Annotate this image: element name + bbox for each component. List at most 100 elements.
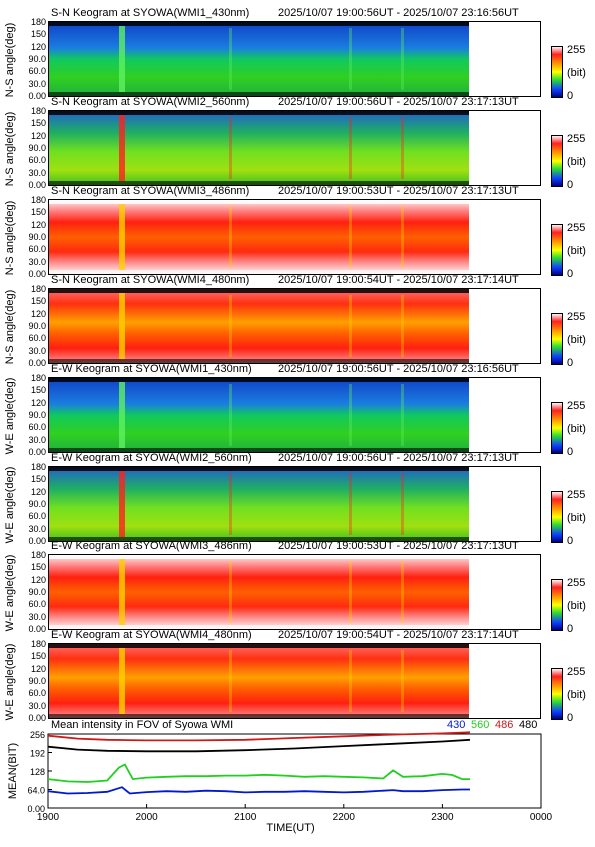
keogram-horizon-band: [49, 378, 469, 382]
keogram-y-tick-label: 90.0: [28, 321, 46, 331]
keogram-y-axis-label: N-S angle(deg): [2, 112, 18, 187]
colorbar: [551, 491, 563, 543]
legend-entry-480: 480: [519, 719, 537, 731]
keogram-time-range: 2025/10/07 19:00:56UT - 2025/10/07 23:17…: [278, 96, 519, 108]
keogram-streak: [401, 295, 404, 357]
series-line-480: [47, 738, 471, 753]
keogram-y-tick-label: 60.0: [28, 599, 46, 610]
keogram-horizon-band: [49, 625, 469, 629]
colorbar: [551, 668, 563, 720]
colorbar-min-label: 0: [567, 446, 574, 458]
keogram-streak: [349, 650, 352, 712]
colorbar-svg: [552, 492, 562, 542]
keogram-time-range: 2025/10/07 19:00:56UT - 2025/10/07 23:16…: [278, 363, 519, 375]
keogram-y-tick-label: 120: [30, 486, 46, 497]
keogram-time-range: 2025/10/07 19:00:54UT - 2025/10/07 23:17…: [278, 274, 519, 286]
keogram-horizon-band: [49, 289, 469, 293]
keogram-intensity-field: [49, 289, 469, 363]
keogram-time-range: 2025/10/07 19:00:54UT - 2025/10/07 23:17…: [278, 629, 519, 641]
colorbar-svg: [552, 403, 562, 453]
keogram-streak: [349, 473, 352, 535]
keogram-y-tick-label: 120: [30, 663, 46, 674]
x-tick-label: 2000: [135, 812, 158, 823]
keogram-y-tick-label: 30.0: [28, 167, 46, 178]
keogram-y-axis-label: W-E angle(deg): [2, 467, 18, 544]
keogram-time-range: 2025/10/07 19:00:53UT - 2025/10/07 23:17…: [278, 540, 519, 552]
keogram-panel: S-N Keogram at SYOWA(WMI1_430nm) 2025/10/…: [0, 7, 595, 102]
keogram-intensity-field: [49, 555, 469, 629]
keogram-y-tick-label: 150: [30, 474, 46, 485]
keogram-y-tick-label: 120: [30, 308, 46, 319]
keogram-streak: [401, 473, 404, 535]
keogram-intensity-field: [49, 200, 469, 274]
keogram-panel: E-W Keogram at SYOWA(WMI4_480nm) 2025/10/…: [0, 629, 595, 724]
colorbar-unit-label: (bit): [567, 689, 586, 701]
colorbar: [551, 579, 563, 631]
colorbar-svg: [552, 314, 562, 364]
y-tick-label: 192: [30, 749, 45, 759]
colorbar-svg: [552, 47, 562, 97]
keogram-y-tick-label: 60.0: [28, 333, 46, 344]
keogram-y-tick-label: 60.0: [28, 66, 46, 77]
keogram-time-range: 2025/10/07 19:00:56UT - 2025/10/07 23:17…: [278, 452, 519, 464]
keogram-y-tick-label: 180: [30, 106, 46, 116]
keogram-horizon-band: [49, 200, 469, 204]
keogram-y-axis-label-text: W-E angle(deg): [4, 554, 16, 632]
keogram-y-tick-label: 150: [30, 207, 46, 218]
keogram-horizon-band: [49, 92, 469, 96]
keogram-streak: [119, 293, 125, 359]
y-axis-label: MEAN(BIT): [7, 743, 19, 799]
colorbar-max-label: 255: [567, 577, 586, 589]
keogram-image: [48, 377, 541, 453]
keogram-y-tick-label: 60.0: [28, 422, 46, 433]
colorbar-unit-label: (bit): [567, 600, 586, 612]
colorbar: [551, 224, 563, 276]
keogram-y-tick-label: 30.0: [28, 611, 46, 622]
colorbar-svg: [552, 136, 562, 186]
keogram-image-svg: [49, 111, 469, 185]
keogram-title: S-N Keogram at SYOWA(WMI1_430nm): [51, 7, 250, 19]
keogram-y-tick-label: 0.00: [28, 713, 46, 723]
keogram-panel: S-N Keogram at SYOWA(WMI2_560nm) 2025/10/…: [0, 96, 595, 191]
keogram-y-tick-label: 0.00: [28, 536, 46, 546]
keogram-streak: [401, 561, 404, 623]
colorbar-gradient: [552, 136, 562, 186]
colorbar-min-label: 0: [567, 712, 574, 724]
keogram-image-svg: [49, 644, 469, 718]
colorbar-gradient: [552, 669, 562, 719]
keogram-intensity-field: [49, 467, 469, 541]
keogram-y-axis-label: W-E angle(deg): [2, 378, 18, 455]
keogram-streak: [119, 471, 125, 537]
colorbar-min-label: 0: [567, 357, 574, 369]
keogram-y-tick-label: 60.0: [28, 244, 46, 255]
keogram-streak: [401, 117, 404, 179]
keogram-intensity-field: [49, 644, 469, 718]
keogram-y-tick-label: 90.0: [28, 232, 46, 242]
colorbar-gradient: [552, 580, 562, 630]
x-tick-label: 2100: [234, 812, 257, 823]
keogram-title: E-W Keogram at SYOWA(WMI2_560nm): [51, 452, 252, 464]
keogram-y-tick-label: 30.0: [28, 700, 46, 711]
keogram-y-tick-label: 0.00: [28, 180, 46, 190]
x-tick-label: 2300: [431, 812, 454, 823]
keogram-y-tick-label: 0.00: [28, 624, 46, 634]
colorbar-unit-label: (bit): [567, 156, 586, 168]
keogram-streak: [229, 28, 232, 90]
keogram-streak: [349, 561, 352, 623]
keogram-panel: E-W Keogram at SYOWA(WMI1_430nm) 2025/10/…: [0, 363, 595, 458]
y-tick-label: 256: [30, 730, 45, 740]
keogram-y-tick-label: 0.00: [28, 91, 46, 101]
colorbar-max-label: 255: [567, 400, 586, 412]
keogram-streak: [349, 295, 352, 357]
keogram-image: [48, 554, 541, 630]
keogram-y-axis-label-text: N-S angle(deg): [4, 200, 16, 276]
colorbar-min-label: 0: [567, 90, 574, 102]
mean-intensity-chart: Mean intensity in FOV of Syowa WMI 256 192…: [0, 716, 595, 842]
keogram-y-tick-label: 150: [30, 296, 46, 307]
keogram-panel: S-N Keogram at SYOWA(WMI3_486nm) 2025/10/…: [0, 185, 595, 280]
colorbar-min-label: 0: [567, 268, 574, 280]
y-tick-label: 128: [30, 767, 45, 777]
keogram-y-tick-label: 150: [30, 118, 46, 129]
plot-area: [47, 733, 542, 809]
keogram-panel: S-N Keogram at SYOWA(WMI4_480nm) 2025/10/…: [0, 274, 595, 369]
